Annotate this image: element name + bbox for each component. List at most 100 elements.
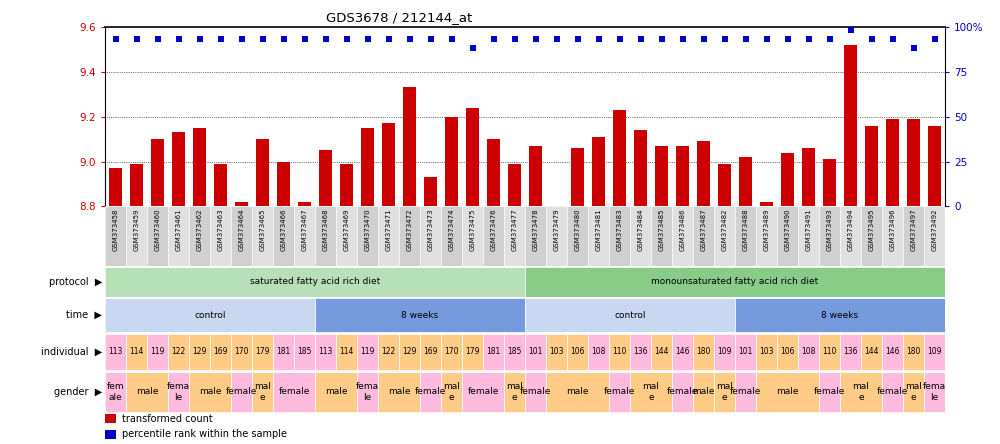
Text: GSM373474: GSM373474 (448, 209, 454, 251)
Bar (634, 130, 647, 206)
Bar (676, 146, 689, 206)
Bar (735, 372, 756, 412)
Text: GSM373487: GSM373487 (700, 209, 706, 251)
Bar (420, 372, 441, 412)
Text: GSM373463: GSM373463 (218, 209, 224, 251)
Bar (571, 148, 584, 206)
Text: 146: 146 (885, 347, 900, 357)
Bar (210, 206, 231, 266)
Bar (403, 87, 416, 206)
Bar (588, 334, 609, 370)
Point (864, 36, 880, 43)
Bar (315, 334, 336, 370)
Point (296, 36, 312, 43)
Bar (609, 334, 630, 370)
Bar (105, 267, 525, 297)
Bar (462, 206, 483, 266)
Text: female: female (877, 387, 908, 396)
Text: GSM373493: GSM373493 (826, 209, 832, 251)
Bar (781, 153, 794, 206)
Text: 170: 170 (444, 347, 459, 357)
Text: female: female (467, 387, 499, 396)
Point (570, 36, 586, 43)
Point (380, 36, 396, 43)
Text: 129: 129 (402, 347, 417, 357)
Text: 106: 106 (570, 347, 585, 357)
Bar (592, 137, 605, 206)
Text: 179: 179 (255, 347, 270, 357)
Bar (399, 206, 420, 266)
Text: GSM373466: GSM373466 (280, 209, 287, 251)
Point (800, 36, 816, 43)
Text: female: female (730, 387, 761, 396)
Bar (588, 206, 609, 266)
Text: mal
e: mal e (506, 382, 523, 401)
Bar (567, 206, 588, 266)
Point (885, 36, 901, 43)
Bar (319, 150, 332, 206)
Text: control: control (194, 311, 226, 320)
Text: GSM373495: GSM373495 (868, 209, 874, 251)
Bar (273, 206, 294, 266)
Bar (193, 128, 206, 206)
Bar (105, 430, 116, 439)
Bar (609, 372, 630, 412)
Text: transformed count: transformed count (122, 414, 213, 424)
Bar (756, 372, 819, 412)
Bar (441, 372, 462, 412)
Text: GSM373484: GSM373484 (638, 209, 644, 251)
Bar (441, 334, 462, 370)
Text: 101: 101 (738, 347, 753, 357)
Bar (252, 334, 273, 370)
Bar (168, 334, 189, 370)
Bar (865, 126, 878, 206)
Bar (273, 372, 315, 412)
Bar (903, 334, 924, 370)
Bar (147, 206, 168, 266)
Bar (718, 164, 731, 206)
Bar (231, 372, 252, 412)
Text: 8 weeks: 8 weeks (821, 311, 859, 320)
Bar (819, 206, 840, 266)
Point (233, 36, 250, 43)
Bar (903, 372, 924, 412)
Bar (105, 372, 126, 412)
Text: GSM373470: GSM373470 (364, 209, 370, 251)
Text: GSM373467: GSM373467 (302, 209, 308, 251)
Point (464, 45, 481, 52)
Text: 146: 146 (675, 347, 690, 357)
Text: saturated fatty acid rich diet: saturated fatty acid rich diet (250, 278, 380, 286)
Point (276, 36, 292, 43)
Text: GSM373485: GSM373485 (658, 209, 664, 251)
Text: 185: 185 (507, 347, 522, 357)
Bar (861, 206, 882, 266)
Bar (567, 334, 588, 370)
Bar (445, 117, 458, 206)
Bar (252, 206, 273, 266)
Bar (504, 372, 525, 412)
Text: GSM373486: GSM373486 (680, 209, 686, 251)
Text: 119: 119 (150, 347, 165, 357)
Bar (361, 128, 374, 206)
Text: female: female (520, 387, 551, 396)
Bar (168, 206, 189, 266)
Text: fema
le: fema le (923, 382, 946, 401)
Bar (756, 206, 777, 266)
Point (590, 36, 606, 43)
Text: GSM373472: GSM373472 (406, 209, 413, 251)
Text: GSM373490: GSM373490 (784, 209, 790, 251)
Text: GSM373468: GSM373468 (322, 209, 328, 251)
Bar (151, 139, 164, 206)
Bar (840, 334, 861, 370)
Bar (147, 334, 168, 370)
Text: 106: 106 (780, 347, 795, 357)
Text: GSM373462: GSM373462 (196, 209, 202, 251)
Bar (189, 372, 231, 412)
Bar (819, 372, 840, 412)
Bar (294, 206, 315, 266)
Bar (823, 159, 836, 206)
Bar (928, 126, 941, 206)
Text: female: female (604, 387, 635, 396)
Bar (630, 206, 651, 266)
Point (674, 36, 690, 43)
